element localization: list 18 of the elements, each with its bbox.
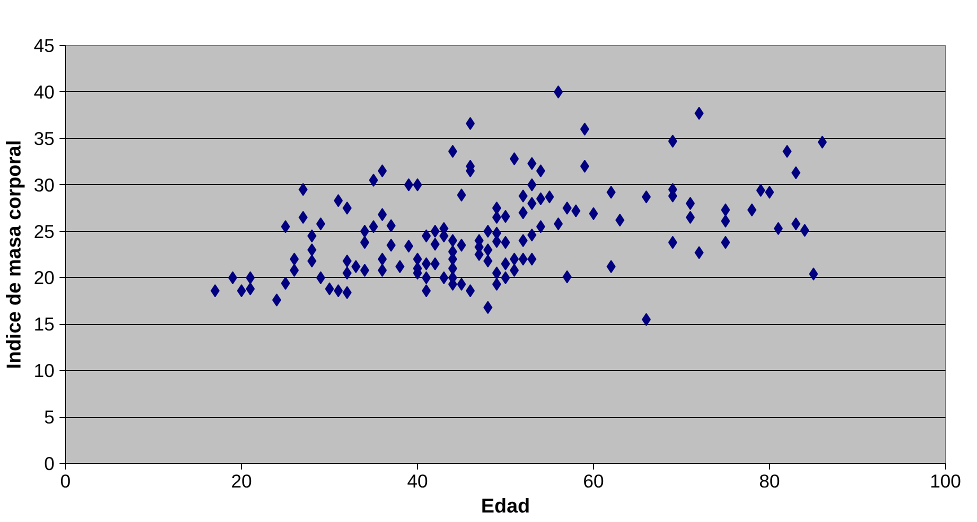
y-tick-label: 20 [34, 267, 55, 288]
x-axis-title: Edad [481, 496, 530, 518]
x-tick-label: 0 [60, 470, 71, 492]
y-tick-label: 10 [34, 360, 55, 382]
y-axis-title: Indice de masa corporal [4, 140, 26, 369]
y-tick-label: 25 [34, 220, 55, 242]
x-tick-label: 20 [231, 470, 252, 492]
x-tick-label: 80 [759, 470, 780, 492]
y-tick-label: 5 [44, 406, 55, 428]
y-tick-label: 30 [34, 174, 55, 196]
y-tick-label: 35 [34, 128, 55, 149]
x-tick-label: 60 [583, 470, 604, 492]
x-tick-label: 40 [407, 470, 428, 492]
y-tick-label: 40 [34, 81, 55, 102]
x-tick-label: 100 [930, 470, 962, 492]
y-tick-label: 15 [34, 314, 55, 335]
y-tick-label: 45 [34, 35, 55, 56]
y-tick-label: 0 [44, 453, 55, 474]
